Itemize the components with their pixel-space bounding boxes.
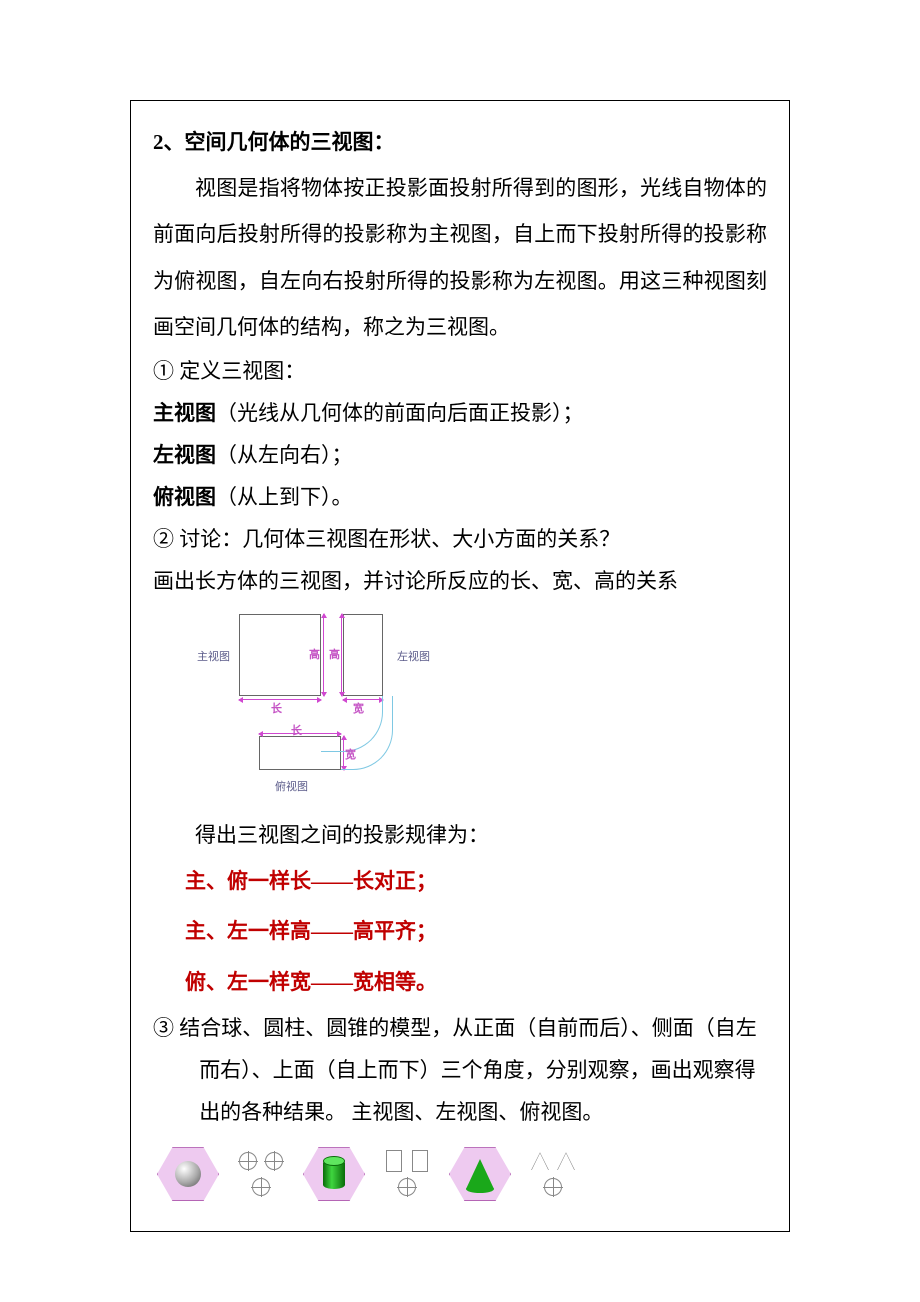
label-left-view: 左视图: [397, 648, 430, 664]
cone-views: [529, 1150, 577, 1198]
left-view-box: [343, 614, 383, 696]
dim-arrow-height-1: [323, 614, 324, 696]
sphere-icon: [175, 1161, 201, 1187]
cylinder-side-view: [409, 1150, 431, 1172]
definition-top-view: 俯视图（从上到下）。: [153, 476, 767, 518]
hex-cylinder: [303, 1147, 365, 1201]
rectangle-icon: [412, 1150, 428, 1172]
cylinder-top-view: [396, 1176, 418, 1198]
triangle-icon: [557, 1152, 575, 1170]
section-heading: 2、空间几何体的三视图：: [153, 119, 767, 165]
three-view-diagram: 主视图 左视图 俯视图 长 高 高 宽 长 宽: [183, 608, 473, 808]
circle-cross-icon: [239, 1152, 257, 1170]
dim-label-height-1: 高: [309, 646, 320, 662]
cylinder-icon: [323, 1159, 345, 1189]
label-main-view: 主视图: [197, 648, 230, 664]
sphere-views: [237, 1150, 285, 1198]
subsection-2-title: ② 讨论：几何体三视图在形状、大小方面的关系？: [153, 518, 767, 560]
definition-main-view: 主视图（光线从几何体的前面向后面正投影）；: [153, 392, 767, 434]
cylinder-front-view: [383, 1150, 405, 1172]
cylinder-views: [383, 1150, 431, 1198]
circle-cross-icon: [265, 1152, 283, 1170]
rules-block: 主、俯一样长——长对正； 主、左一样高——高平齐； 俯、左一样宽——宽相等。: [153, 856, 767, 1007]
cone-front-view: [529, 1150, 551, 1172]
dim-label-height-2: 高: [329, 646, 340, 662]
sphere-side-view: [263, 1150, 285, 1172]
rule-3: 俯、左一样宽——宽相等。: [185, 957, 767, 1007]
rule-1: 主、俯一样长——长对正；: [185, 856, 767, 906]
dim-label-length-1: 长: [271, 700, 282, 716]
circle-cross-icon: [398, 1178, 416, 1196]
term-top-view: 俯视图: [153, 485, 216, 509]
term-left-view: 左视图: [153, 443, 216, 467]
sphere-front-view: [237, 1150, 259, 1172]
desc-top-view: （从上到下）。: [216, 485, 353, 509]
cone-icon: [466, 1159, 494, 1189]
subsection-3: ③ 结合球、圆柱、圆锥的模型，从正面（自前而后）、侧面（自左而右）、上面（自上而…: [153, 1007, 767, 1133]
hex-sphere: [157, 1147, 219, 1201]
triangle-icon: [531, 1152, 549, 1170]
label-top-view: 俯视图: [275, 778, 308, 794]
definition-left-view: 左视图（从左向右）；: [153, 434, 767, 476]
term-main-view: 主视图: [153, 401, 216, 425]
cone-top-view: [542, 1176, 564, 1198]
dim-label-width-1: 宽: [353, 700, 364, 716]
hex-cone: [449, 1147, 511, 1201]
circle-cross-icon: [252, 1178, 270, 1196]
dim-arrow-height-2: [341, 614, 342, 696]
cone-side-view: [555, 1150, 577, 1172]
desc-left-view: （从左向右）；: [216, 443, 353, 467]
rule-2: 主、左一样高——高平齐；: [185, 906, 767, 956]
circle-cross-icon: [544, 1178, 562, 1196]
sphere-top-view: [250, 1176, 272, 1198]
dim-label-width-2: 宽: [345, 746, 356, 762]
document-page: 2、空间几何体的三视图： 视图是指将物体按正投影面投射所得到的图形，光线自物体的…: [130, 100, 790, 1232]
subsection-2-prompt: 画出长方体的三视图，并讨论所反应的长、宽、高的关系: [153, 560, 767, 602]
rectangle-icon: [386, 1150, 402, 1172]
rules-intro: 得出三视图之间的投影规律为：: [153, 814, 767, 856]
dim-label-length-2: 长: [291, 722, 302, 738]
intro-paragraph: 视图是指将物体按正投影面投射所得到的图形，光线自物体的前面向后投射所得的投影称为…: [153, 165, 767, 350]
subsection-1-title: ① 定义三视图：: [153, 350, 767, 392]
desc-main-view: （光线从几何体的前面向后面正投影）；: [216, 401, 584, 425]
solids-views-strip: [153, 1139, 767, 1209]
